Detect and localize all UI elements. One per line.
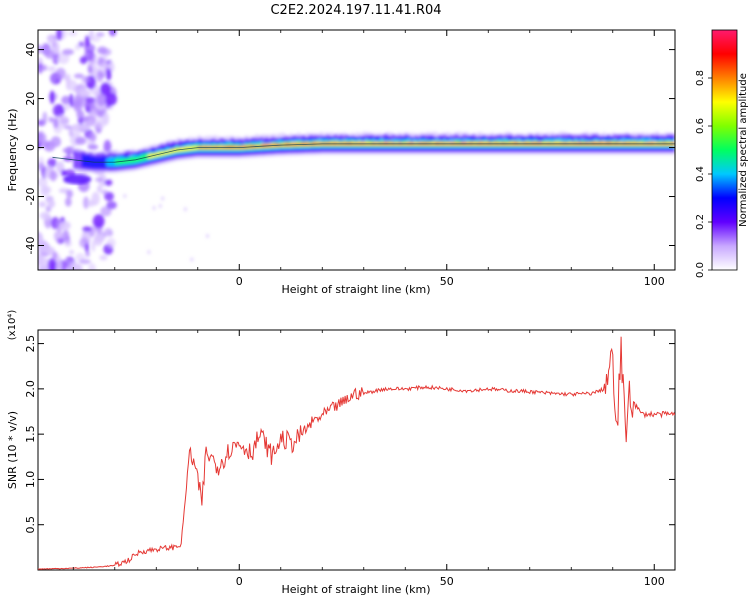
spectrogram-y-tick-label: 0 (24, 144, 37, 151)
snr-y-axis-label: SNR (10 * v/v) (6, 411, 19, 489)
spectrogram-axes: 0 50 100 40 20 0 -20 -40 (24, 30, 675, 288)
snr-y-tick-label: 1.0 (24, 471, 37, 489)
spectrogram-y-axis-label: Frequency (Hz) (6, 109, 19, 192)
colorbar-tick-label: 0.0 (695, 262, 706, 278)
snr-y-tick-label: 2.0 (24, 380, 37, 398)
colorbar-tick-label: 0.2 (695, 214, 706, 230)
snr-y-tick-label: 2.5 (24, 335, 37, 353)
colorbar: 0.0 0.2 0.4 0.6 0.8 Normalized spectral ampl… (695, 29, 749, 278)
snr-y-tick-label: 1.5 (24, 425, 37, 443)
colorbar-tick-label: 0.4 (695, 166, 706, 182)
spectrogram-x-tick-label: 0 (236, 275, 243, 288)
spectrogram-panel: 0 50 100 40 20 0 -20 -40 Height of straight lin… (6, 29, 676, 296)
colorbar-gradient (712, 30, 737, 270)
colorbar-ticks: 0.0 0.2 0.4 0.6 0.8 (695, 70, 712, 278)
spectrogram-y-tick-label: -40 (24, 237, 37, 255)
spectrogram-image (38, 30, 675, 270)
colorbar-label: Normalized spectral amplitude (738, 73, 749, 227)
colorbar-frame (711, 29, 738, 271)
snr-y-tick-label: 0.5 (24, 516, 37, 534)
spectrogram-x-tick-label: 50 (440, 275, 454, 288)
snr-x-tick-label: 100 (644, 575, 665, 588)
snr-frame (37, 329, 676, 571)
spectrogram-y-tick-label: -20 (24, 188, 37, 206)
snr-x-tick-label: 50 (440, 575, 454, 588)
snr-y-multiplier: (x10⁴) (7, 310, 18, 341)
colorbar-tick-label: 0.8 (695, 70, 706, 86)
snr-series-line (38, 336, 675, 570)
spectrogram-x-axis-label: Height of straight line (km) (281, 283, 430, 296)
snr-panel: 0 50 100 0.5 1.0 1.5 2.0 2.5 Height of straight… (6, 310, 676, 596)
spectrogram-secondary-blob (63, 174, 92, 185)
spectrogram-center-line (52, 143, 675, 163)
snr-x-tick-label: 0 (236, 575, 243, 588)
figure-title: C2E2.2024.197.11.41.R04 (270, 3, 441, 18)
snr-axes: 0 50 100 0.5 1.0 1.5 2.0 2.5 (24, 330, 675, 588)
colorbar-tick-label: 0.6 (695, 118, 706, 134)
spectrogram-noise-speckles (38, 30, 209, 270)
spectrogram-frame (37, 29, 676, 271)
spectrogram-x-tick-label: 100 (644, 275, 665, 288)
spectrogram-y-tick-label: 20 (24, 92, 37, 106)
spectrogram-y-tick-label: 40 (24, 43, 37, 57)
snr-x-axis-label: Height of straight line (km) (281, 583, 430, 596)
